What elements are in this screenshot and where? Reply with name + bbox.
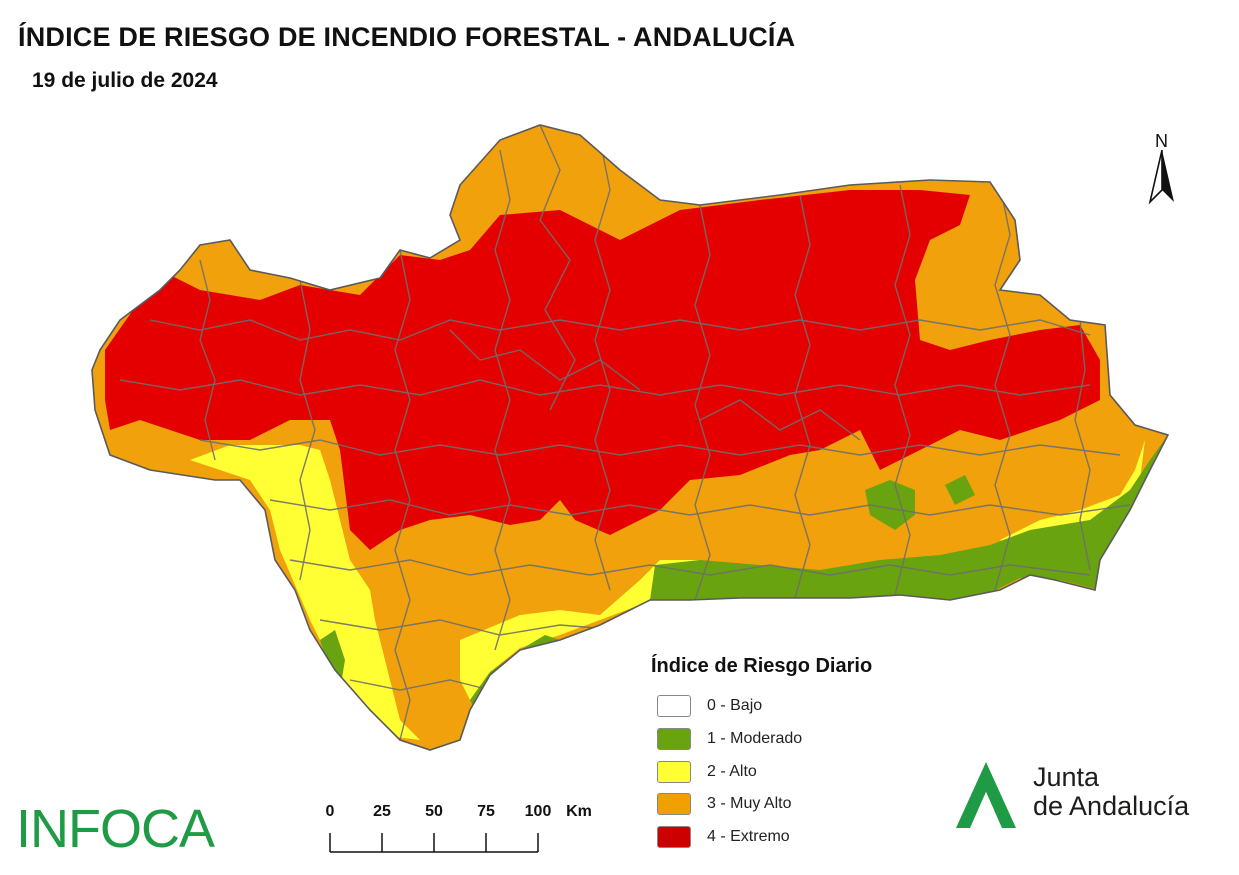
municipal-borders [119, 125, 1131, 741]
zone-alto-west [190, 445, 420, 740]
legend-title: Índice de Riesgo Diario [651, 655, 873, 677]
scale-tick-label: 75 [477, 803, 495, 820]
scale-unit: Km [566, 803, 592, 820]
zone-alto-south [460, 560, 700, 700]
legend-label: 3 - Muy Alto [707, 795, 792, 812]
legend-label: 2 - Alto [707, 763, 757, 780]
junta-de-andalucia-logo-icon [956, 762, 1016, 828]
legend-swatch-moderado [657, 728, 691, 750]
scale-tick-label: 25 [373, 803, 391, 820]
scale-tick-label: 100 [524, 803, 552, 820]
legend-swatch-bajo [657, 695, 691, 717]
legend-item-alto: 2 - Alto [657, 760, 757, 784]
north-arrow-icon [1148, 149, 1174, 205]
risk-zones [92, 125, 1168, 750]
legend-swatch-alto [657, 761, 691, 783]
scale-bar: 0 25 50 75 100 Km [320, 800, 592, 860]
junta-logo-line2: de Andalucía [1033, 791, 1190, 821]
scale-tick-label: 0 [325, 803, 335, 820]
junta-logo-text: Junta de Andalucía [1033, 763, 1189, 821]
zone-extremo [105, 190, 1100, 550]
legend-swatch-muy-alto [657, 793, 691, 815]
infoca-logo: INFOCA [16, 799, 215, 859]
map-date: 19 de julio de 2024 [32, 69, 218, 92]
legend-label: 4 - Extremo [707, 828, 790, 845]
region-outline [91, 124, 1170, 751]
legend-item-muy-alto: 3 - Muy Alto [657, 792, 791, 816]
zone-moderado-almeria-inland [945, 475, 975, 505]
legend-item-extremo: 4 - Extremo [657, 825, 790, 849]
scale-bar-graphic [329, 833, 539, 853]
legend-item-moderado: 1 - Moderado [657, 727, 802, 751]
scale-tick-label: 50 [425, 803, 443, 820]
zone-moderado-coast [650, 435, 1168, 600]
junta-logo-line1: Junta [1033, 762, 1100, 792]
map-title: ÍNDICE DE RIESGO DE INCENDIO FORESTAL - … [18, 22, 796, 52]
legend-item-bajo: 0 - Bajo [657, 694, 762, 718]
north-label: N [1155, 131, 1168, 151]
legend-swatch-extremo [657, 826, 691, 848]
legend-label: 1 - Moderado [707, 730, 803, 747]
zone-moderado-granada [865, 480, 915, 530]
legend-label: 0 - Bajo [707, 697, 763, 714]
